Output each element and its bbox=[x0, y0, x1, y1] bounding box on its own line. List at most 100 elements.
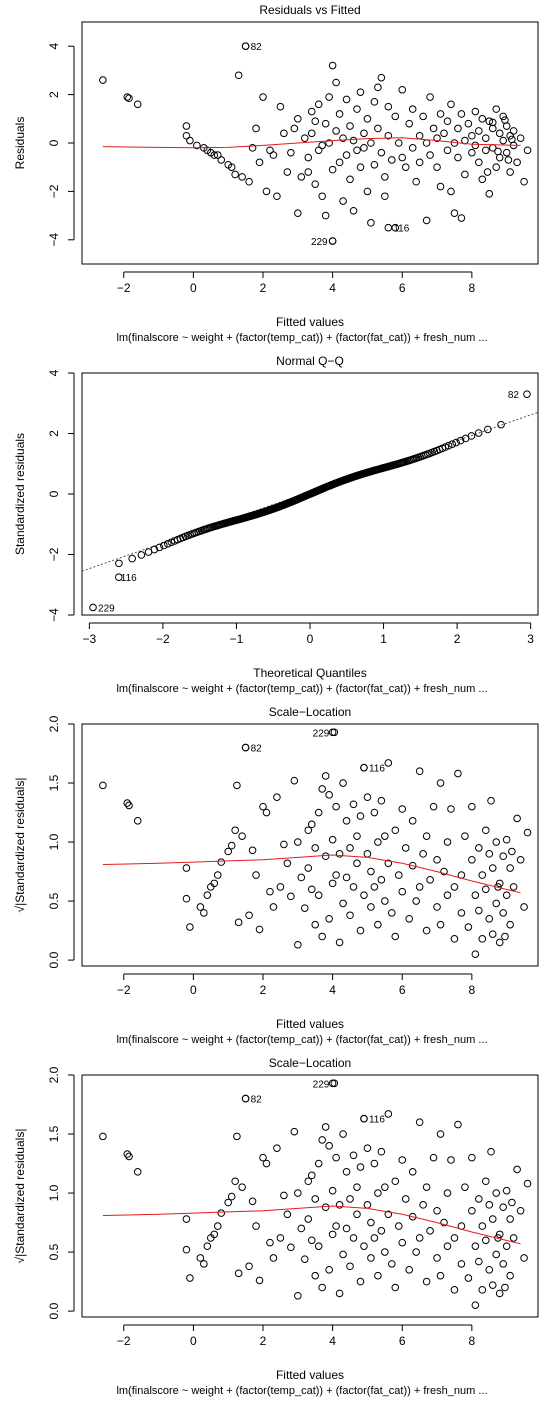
x-tick-label: −3 bbox=[83, 632, 97, 646]
data-point bbox=[464, 1274, 473, 1282]
data-point bbox=[363, 1201, 372, 1209]
data-point bbox=[283, 859, 292, 868]
y-tick-label: 1.5 bbox=[47, 774, 61, 791]
data-point bbox=[506, 864, 514, 872]
data-point bbox=[506, 168, 514, 176]
data-point bbox=[186, 923, 194, 931]
data-point bbox=[252, 1222, 260, 1230]
panel-normal-qq: Normal Q−Q −3 −2 −1 0 1 2 3 −4 −2 0 2 4 Theoretical Q… bbox=[0, 351, 552, 702]
data-point bbox=[374, 1271, 382, 1280]
data-point bbox=[349, 1234, 358, 1242]
data-point bbox=[307, 885, 316, 894]
data-point bbox=[290, 1127, 299, 1136]
data-point bbox=[321, 1203, 330, 1212]
data-point bbox=[443, 146, 452, 155]
data-point bbox=[248, 846, 257, 855]
data-point bbox=[450, 935, 459, 943]
plot-frame bbox=[81, 723, 539, 967]
outlier-point bbox=[360, 763, 368, 772]
data-point bbox=[419, 1201, 427, 1209]
data-point bbox=[504, 156, 513, 164]
data-point bbox=[269, 903, 278, 911]
data-point bbox=[123, 799, 132, 807]
data-point bbox=[471, 950, 480, 958]
data-point bbox=[487, 1147, 495, 1156]
data-point bbox=[412, 177, 420, 186]
data-point bbox=[499, 909, 507, 917]
outlier-point bbox=[360, 1114, 368, 1123]
data-point bbox=[196, 1254, 205, 1262]
data-point bbox=[377, 796, 386, 805]
data-point bbox=[224, 847, 232, 856]
data-point bbox=[478, 175, 487, 184]
data-point bbox=[492, 838, 501, 846]
data-point bbox=[495, 1230, 504, 1239]
data-point bbox=[328, 1230, 337, 1239]
data-point bbox=[287, 1243, 295, 1252]
data-point bbox=[227, 1192, 236, 1201]
outlier-label: 229 bbox=[313, 728, 330, 739]
data-point bbox=[356, 812, 365, 820]
data-point bbox=[426, 1227, 434, 1235]
outlier-point bbox=[241, 42, 250, 51]
data-point bbox=[377, 148, 386, 157]
data-point bbox=[300, 1255, 309, 1263]
data-point bbox=[360, 891, 368, 899]
data-point bbox=[273, 793, 281, 801]
data-point bbox=[248, 144, 257, 152]
data-point bbox=[452, 438, 460, 447]
data-point bbox=[488, 124, 497, 133]
data-point bbox=[245, 911, 253, 920]
data-point bbox=[367, 1254, 375, 1262]
outlier-label: 82 bbox=[251, 42, 263, 53]
y-axis-title: Residuals bbox=[13, 117, 27, 170]
data-point bbox=[353, 859, 361, 868]
y-tick-label: −2 bbox=[47, 184, 61, 198]
x-axis-title: Fitted values bbox=[276, 315, 344, 329]
data-point bbox=[475, 127, 483, 135]
data-point bbox=[294, 209, 302, 217]
data-point bbox=[422, 139, 431, 147]
data-point bbox=[516, 134, 525, 142]
data-point bbox=[307, 1171, 316, 1180]
data-point bbox=[408, 1168, 417, 1176]
data-point bbox=[266, 1238, 274, 1247]
data-point bbox=[287, 892, 295, 901]
data-point bbox=[99, 1132, 107, 1141]
data-point bbox=[488, 864, 497, 872]
data-point bbox=[447, 805, 455, 813]
outlier-label: 116 bbox=[121, 573, 137, 584]
data-point bbox=[426, 93, 434, 101]
data-point bbox=[273, 192, 281, 201]
data-point bbox=[436, 779, 445, 787]
data-point bbox=[335, 850, 344, 858]
data-point bbox=[405, 119, 414, 128]
data-point bbox=[443, 117, 452, 126]
data-point bbox=[255, 925, 264, 934]
x-tick-label: 8 bbox=[469, 983, 476, 997]
data-point bbox=[516, 855, 525, 864]
data-point bbox=[217, 1209, 226, 1217]
data-point bbox=[353, 1210, 361, 1219]
data-point bbox=[227, 163, 236, 171]
y-tick-label: 0 bbox=[47, 490, 61, 497]
data-point bbox=[332, 871, 340, 879]
data-point bbox=[484, 425, 492, 434]
outlier-label: 116 bbox=[369, 1115, 385, 1126]
data-point bbox=[520, 177, 528, 186]
data-point bbox=[485, 190, 494, 198]
data-point bbox=[481, 146, 490, 155]
data-point bbox=[457, 1260, 466, 1268]
data-point bbox=[182, 131, 191, 140]
data-point bbox=[266, 887, 274, 896]
data-point bbox=[384, 1210, 393, 1219]
outlier-point bbox=[89, 603, 97, 612]
data-point bbox=[325, 791, 333, 799]
plot-frame bbox=[81, 372, 539, 616]
data-point bbox=[408, 1212, 417, 1221]
data-point bbox=[508, 1198, 516, 1207]
data-point bbox=[213, 1222, 222, 1230]
data-point bbox=[360, 129, 368, 138]
data-point bbox=[485, 1265, 494, 1274]
data-point bbox=[457, 110, 466, 118]
